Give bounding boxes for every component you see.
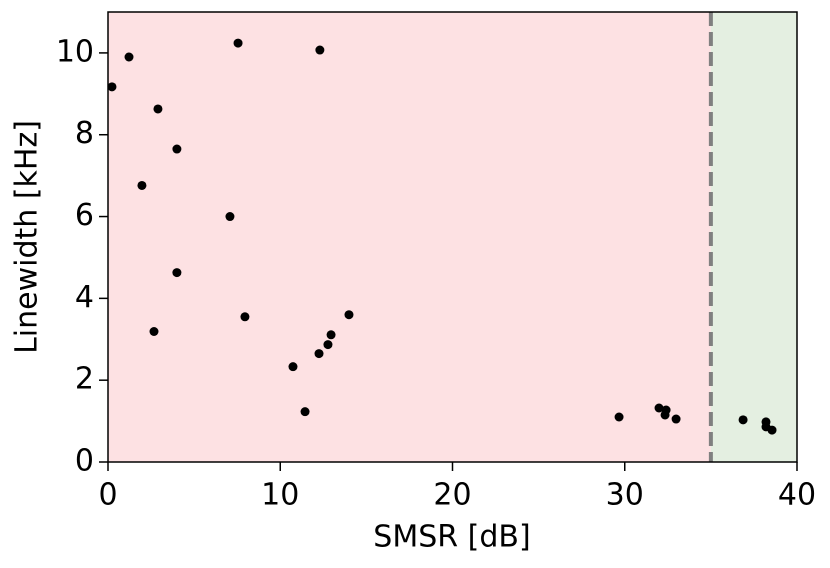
y-axis-label: Linewidth [kHz] <box>10 120 45 354</box>
point <box>124 52 134 62</box>
point <box>288 362 298 372</box>
point <box>172 144 182 154</box>
y-tick-label: 8 <box>75 116 94 151</box>
point <box>654 403 664 413</box>
point <box>137 180 147 190</box>
y-tick-label: 0 <box>75 444 94 479</box>
point <box>767 425 777 435</box>
point <box>225 212 235 222</box>
point <box>314 349 324 359</box>
region <box>108 12 711 462</box>
point <box>671 414 681 424</box>
y-tick-label: 10 <box>56 34 94 69</box>
region <box>710 12 797 462</box>
point <box>300 407 310 417</box>
point <box>153 104 163 114</box>
x-axis-label: SMSR [dB] <box>373 520 530 555</box>
y-tick-label: 6 <box>75 198 94 233</box>
y-tick-label: 2 <box>75 362 94 397</box>
point <box>149 327 159 336</box>
point <box>660 410 670 420</box>
point <box>326 330 336 340</box>
point <box>233 38 243 48</box>
point <box>172 268 182 278</box>
x-tick-label: 40 <box>778 478 816 513</box>
x-tick-label: 0 <box>98 478 117 513</box>
x-tick-label: 10 <box>261 478 299 513</box>
point <box>323 340 333 350</box>
point <box>344 310 354 320</box>
point <box>107 82 117 92</box>
point <box>315 45 325 55</box>
x-tick-label: 20 <box>433 478 471 513</box>
point <box>240 312 250 322</box>
x-tick-label: 30 <box>606 478 644 513</box>
y-tick-label: 4 <box>75 280 94 315</box>
point <box>738 415 748 425</box>
point <box>614 412 624 422</box>
